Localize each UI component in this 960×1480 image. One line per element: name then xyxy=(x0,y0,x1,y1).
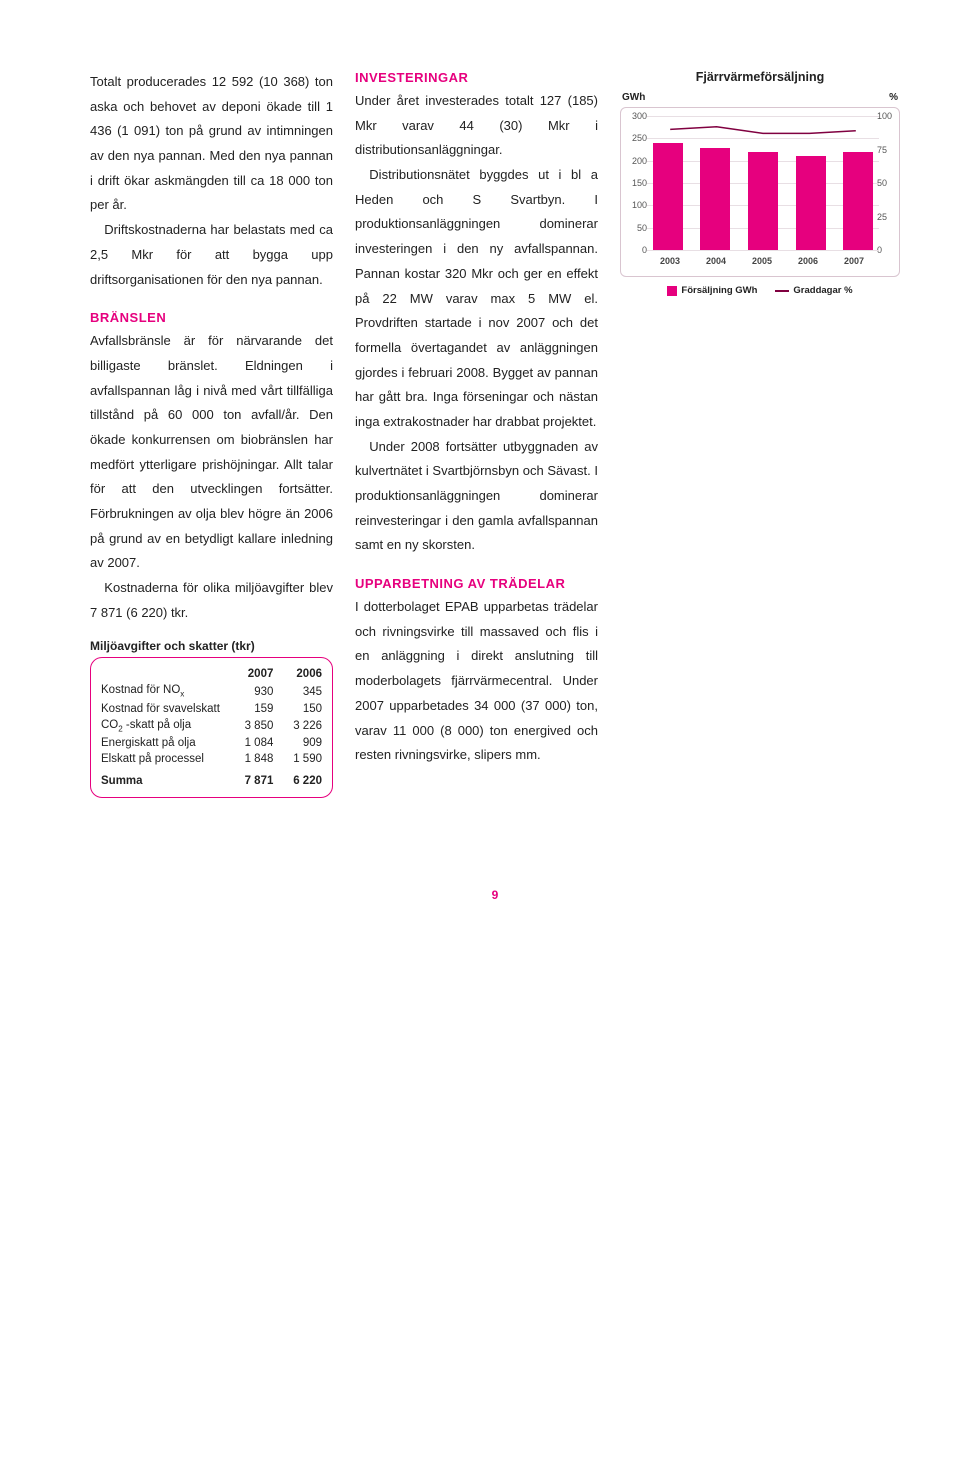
table-cell: 159 xyxy=(225,701,274,717)
table-cell: 1 590 xyxy=(273,751,322,767)
columns-container: Totalt producerades 12 592 (10 368) ton … xyxy=(90,70,900,798)
fee-table-title: Miljöavgifter och skatter (tkr) xyxy=(90,639,333,653)
legend-label: Graddagar % xyxy=(793,285,852,296)
table-row: Elskatt på processel1 8481 590 xyxy=(101,751,322,767)
table-sum-label: Summa xyxy=(101,767,225,789)
chart-legend: Försäljning GWh Graddagar % xyxy=(620,285,900,296)
table-cell: 3 226 xyxy=(273,717,322,735)
chart-axis-units: GWh % xyxy=(620,92,900,103)
chart-plot-area xyxy=(647,116,879,250)
table-header-year: 2007 xyxy=(225,666,274,682)
table-cell: 1 084 xyxy=(225,735,274,751)
body-paragraph: Driftskostnaderna har belastats med ca 2… xyxy=(90,218,333,292)
body-paragraph: Distributionsnätet byggdes ut i bl a Hed… xyxy=(355,163,598,435)
table-cell: 909 xyxy=(273,735,322,751)
chart-x-labels: 2003 2004 2005 2006 2007 xyxy=(647,256,877,266)
document-page: Totalt producerades 12 592 (10 368) ton … xyxy=(0,0,960,962)
legend-item-bars: Försäljning GWh xyxy=(667,285,757,296)
x-tick-label: 2007 xyxy=(844,256,864,266)
legend-swatch-line xyxy=(775,290,789,292)
x-tick-label: 2005 xyxy=(752,256,772,266)
chart-left-axis-label: GWh xyxy=(622,92,645,103)
chart-y-right-ticks: 1007550250 xyxy=(877,116,901,250)
table-sum-value: 6 220 xyxy=(273,767,322,789)
x-tick-label: 2004 xyxy=(706,256,726,266)
section-heading-bransle: BRÄNSLEN xyxy=(90,310,333,325)
table-row: Kostnad för NOx930345 xyxy=(101,682,322,700)
column-3-chart: Fjärrvärmeförsäljning GWh % 300250200150… xyxy=(620,70,900,296)
table-cell: 150 xyxy=(273,701,322,717)
table-cell: 3 850 xyxy=(225,717,274,735)
legend-swatch-bar xyxy=(667,286,677,296)
table-cell: 345 xyxy=(273,682,322,700)
table-row: Energiskatt på olja1 084909 xyxy=(101,735,322,751)
chart-right-axis-label: % xyxy=(889,92,898,103)
table-row: CO2 -skatt på olja3 8503 226 xyxy=(101,717,322,735)
section-heading-investeringar: INVESTERINGAR xyxy=(355,70,598,85)
chart-y-left-ticks: 300250200150100500 xyxy=(623,116,647,250)
body-paragraph: Kostnaderna för olika miljöavgifter blev… xyxy=(90,576,333,625)
fee-table: 2007 2006 Kostnad för NOx930345Kostnad f… xyxy=(101,666,322,789)
legend-label: Försäljning GWh xyxy=(681,285,757,296)
chart-line xyxy=(647,116,879,250)
x-tick-label: 2006 xyxy=(798,256,818,266)
column-2: INVESTERINGAR Under året investerades to… xyxy=(355,70,598,768)
grid-line xyxy=(647,250,879,251)
page-number: 9 xyxy=(90,888,900,902)
body-paragraph: Under 2008 fortsätter utbyggnaden av kul… xyxy=(355,435,598,558)
fee-table-box: 2007 2006 Kostnad för NOx930345Kostnad f… xyxy=(90,657,333,798)
legend-item-line: Graddagar % xyxy=(775,285,852,296)
table-header-empty xyxy=(101,666,225,682)
section-heading-upparbetning: UPPARBETNING AV TRÄDELAR xyxy=(355,576,598,591)
table-row: Kostnad för svavelskatt159150 xyxy=(101,701,322,717)
chart-container: 300250200150100500 1007550250 2003200420… xyxy=(620,107,900,277)
table-row-label: Energiskatt på olja xyxy=(101,735,225,751)
chart-title: Fjärrvärmeförsäljning xyxy=(620,70,900,84)
body-paragraph: Under året investerades totalt 127 (185)… xyxy=(355,89,598,163)
table-sum-value: 7 871 xyxy=(225,767,274,789)
table-row-label: Kostnad för NOx xyxy=(101,682,225,700)
table-cell: 1 848 xyxy=(225,751,274,767)
column-1: Totalt producerades 12 592 (10 368) ton … xyxy=(90,70,333,798)
table-header-year: 2006 xyxy=(273,666,322,682)
chart-line-path xyxy=(670,127,856,134)
body-paragraph: Totalt producerades 12 592 (10 368) ton … xyxy=(90,70,333,218)
body-paragraph: I dotterbolaget EPAB upparbetas trädelar… xyxy=(355,595,598,768)
table-row-label: Kostnad för svavelskatt xyxy=(101,701,225,717)
table-row-label: CO2 -skatt på olja xyxy=(101,717,225,735)
table-row-label: Elskatt på processel xyxy=(101,751,225,767)
table-cell: 930 xyxy=(225,682,274,700)
x-tick-label: 2003 xyxy=(660,256,680,266)
body-paragraph: Avfallsbränsle är för närvarande det bil… xyxy=(90,329,333,576)
